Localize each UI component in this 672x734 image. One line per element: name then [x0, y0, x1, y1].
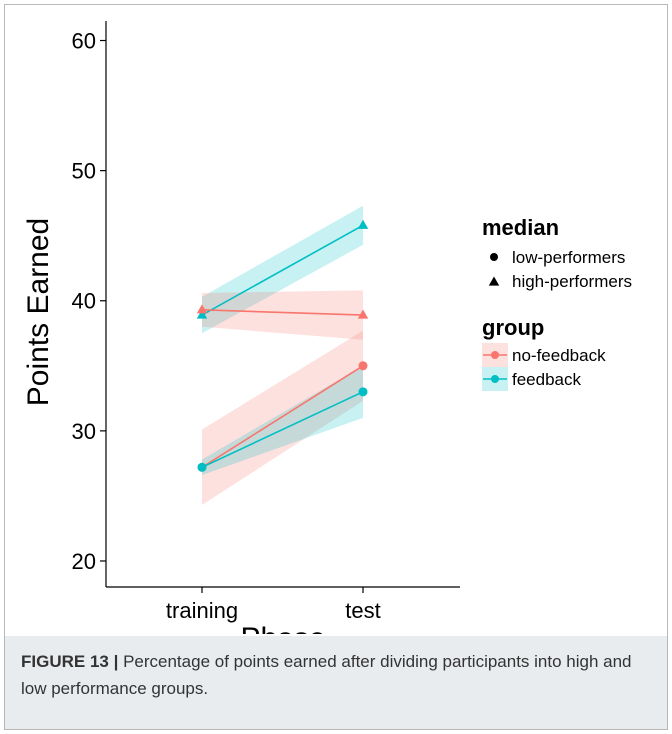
data-point-triangle [196, 304, 208, 314]
series-line-no-feedback-low-performers [201, 365, 364, 468]
ci-band-no-feedback-low-performers [202, 330, 363, 506]
caption-label: FIGURE 13 | [21, 652, 119, 671]
y-tick-label: 60 [72, 29, 96, 54]
data-point-triangle [357, 219, 369, 229]
x-axis-title: Phase [240, 622, 325, 634]
figure-caption: FIGURE 13 | Percentage of points earned … [21, 648, 653, 702]
series-line-feedback-low-performers [201, 391, 364, 469]
y-axis-title: Points Earned [22, 218, 55, 406]
legend-label-feedback: feedback [512, 370, 581, 389]
y-tick-label: 40 [72, 289, 96, 314]
data-point-circle [358, 387, 368, 397]
caption-panel: FIGURE 13 | Percentage of points earned … [4, 636, 668, 730]
x-tick-label: test [345, 598, 380, 623]
legend-label-no-feedback: no-feedback [512, 346, 606, 365]
x-tick-label: training [166, 598, 238, 623]
legend-label-low-performers: low-performers [512, 248, 625, 267]
legend-title-group: group [482, 315, 544, 340]
figure-frame [4, 4, 668, 730]
data-point-circle [197, 462, 207, 472]
legend-key-point-no-feedback [491, 351, 499, 359]
ci-band-no-feedback-high-performers [202, 290, 363, 340]
legend-key-triangle [488, 276, 500, 286]
caption-text: Percentage of points earned after dividi… [21, 652, 632, 698]
data-point-circle [358, 361, 368, 371]
y-tick-label: 50 [72, 159, 96, 184]
data-point-triangle [357, 309, 369, 319]
line-chart: 20 30 40 50 60 training test Phase Points Earned… [22, 21, 632, 634]
series-line-no-feedback-high-performers [201, 309, 364, 316]
series-line-feedback-high-performers [201, 224, 364, 316]
legend-key-circle [490, 253, 498, 261]
data-point-triangle [196, 309, 208, 319]
y-tick-label: 20 [72, 549, 96, 574]
legend-title-median: median [482, 215, 559, 240]
y-tick-label: 30 [72, 419, 96, 444]
legend-label-high-performers: high-performers [512, 272, 632, 291]
legend-key-point-feedback [491, 375, 499, 383]
